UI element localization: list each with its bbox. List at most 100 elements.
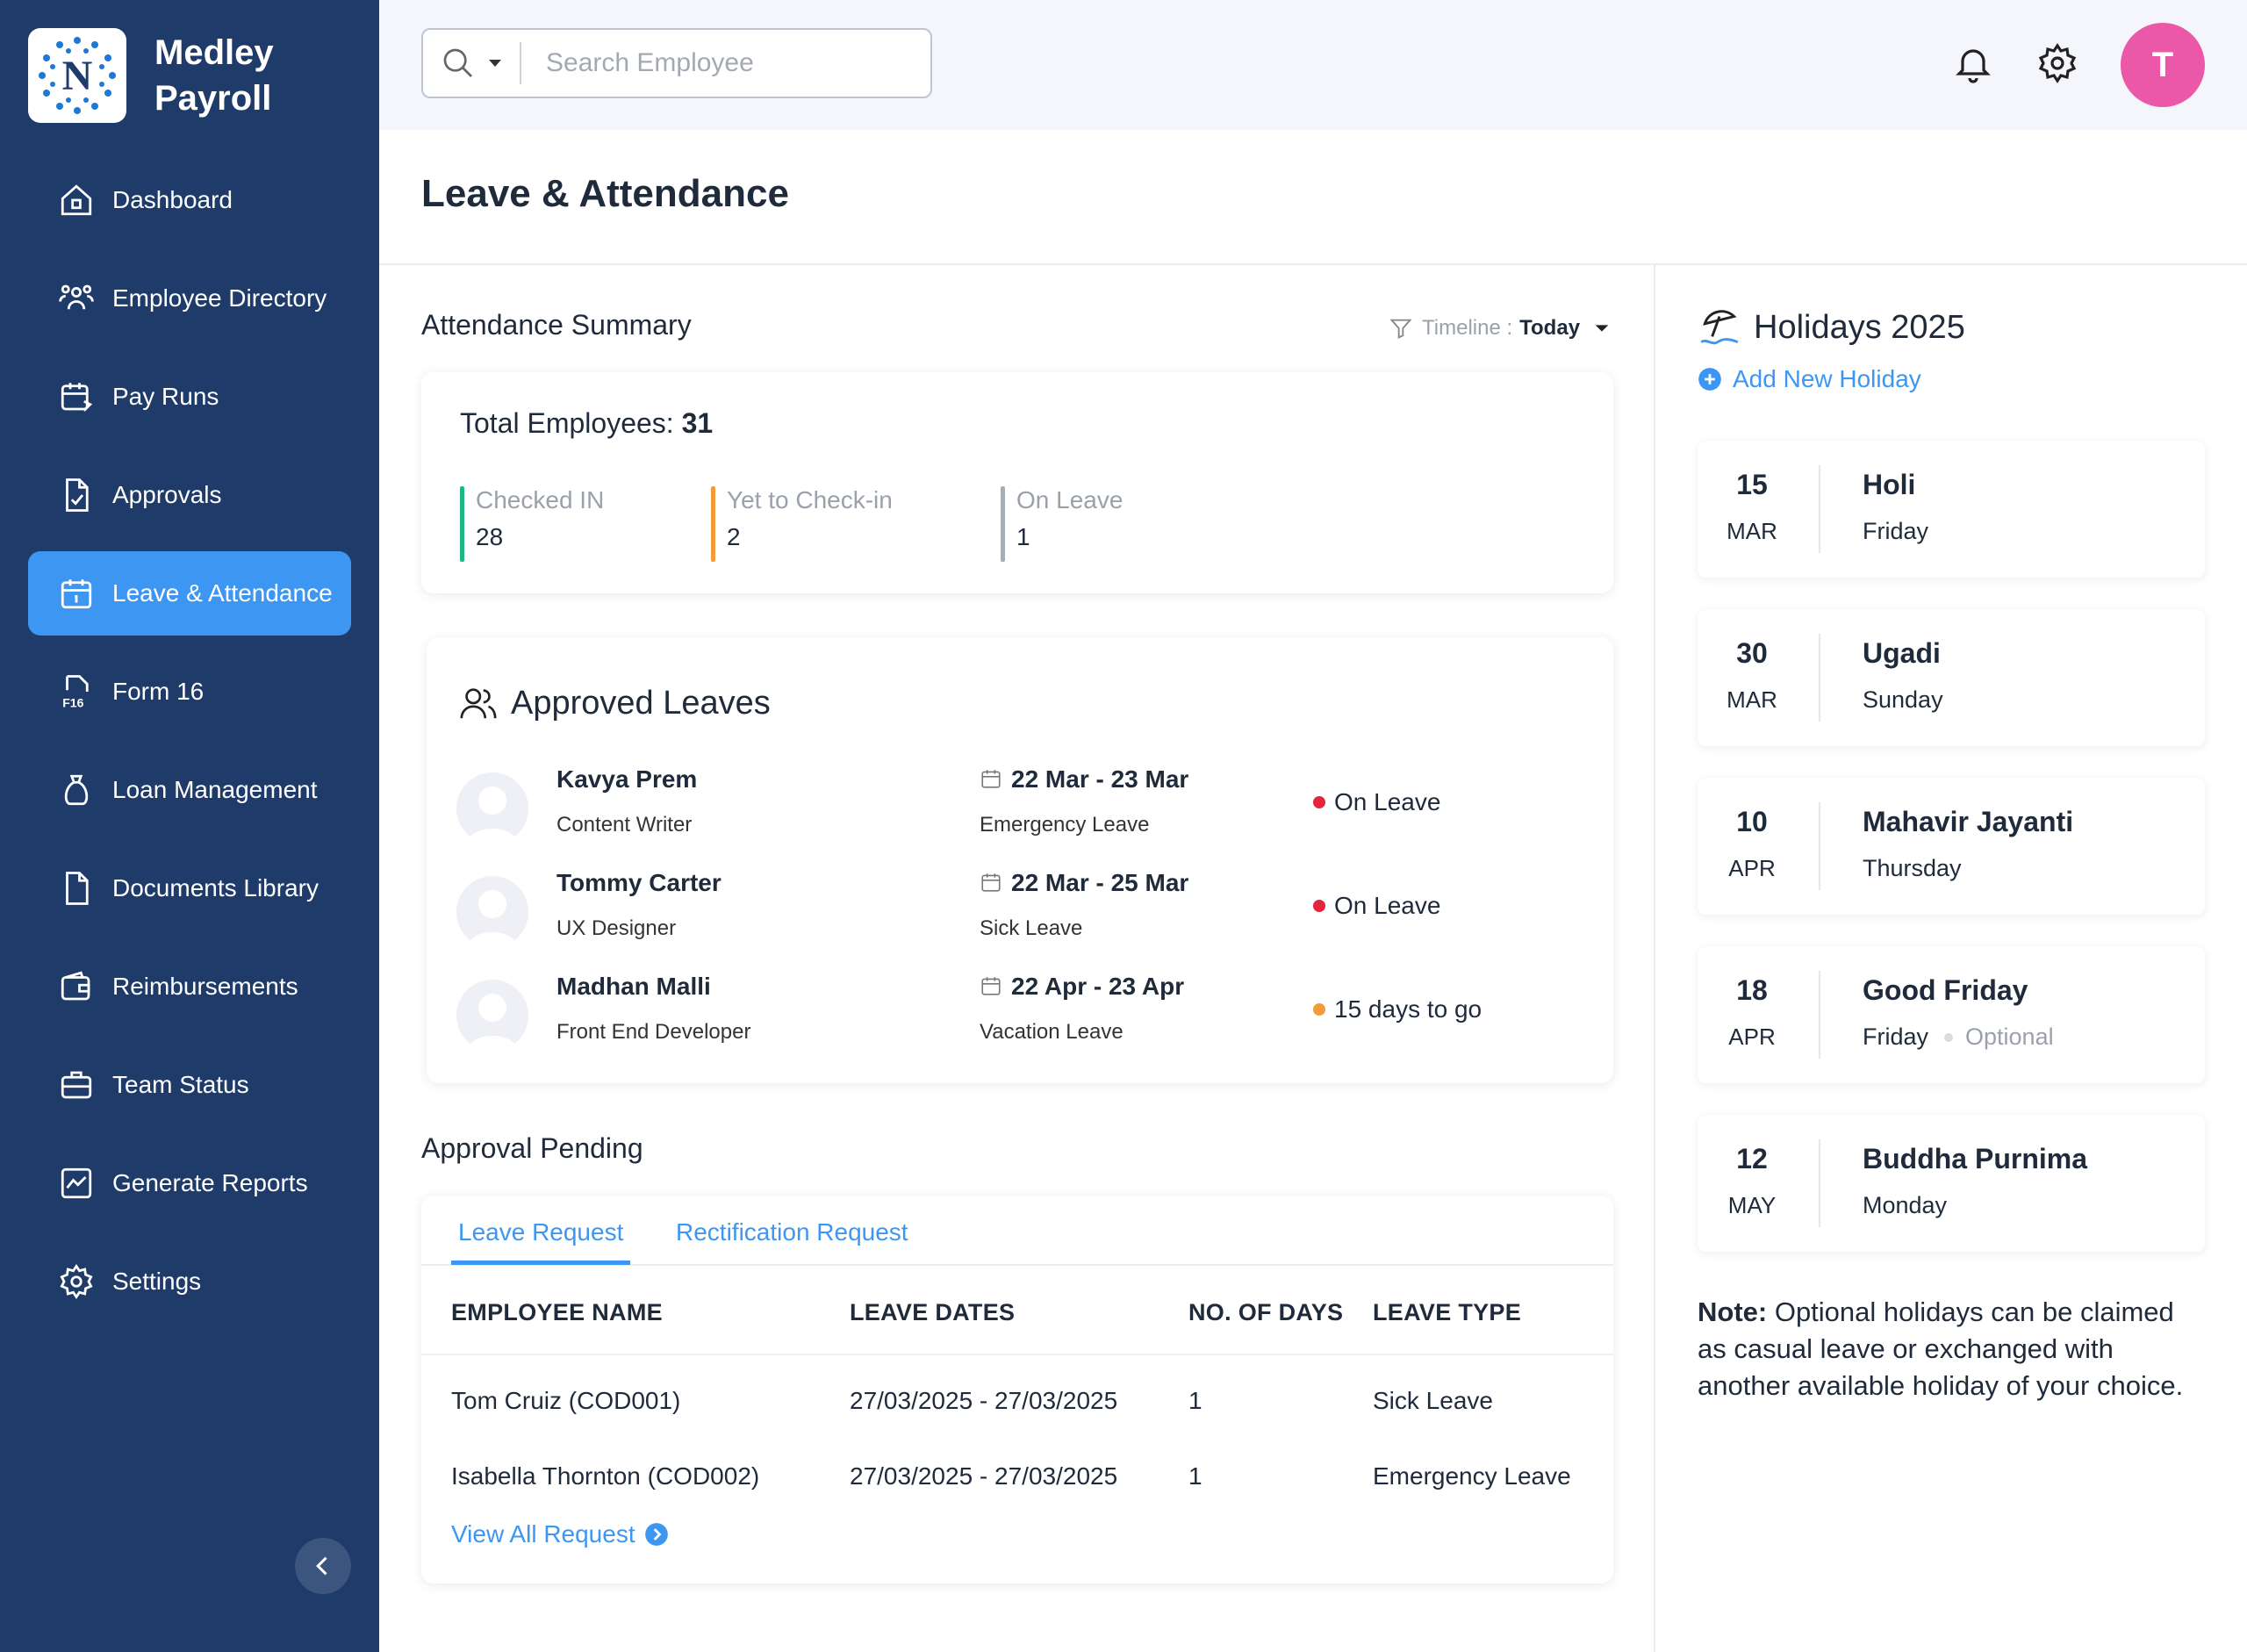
person-placeholder-icon bbox=[467, 890, 518, 948]
gear-icon[interactable] bbox=[2036, 42, 2078, 84]
avatar bbox=[456, 980, 528, 1052]
leave-type: Sick Leave bbox=[980, 916, 1083, 940]
divider bbox=[379, 263, 2247, 265]
nav-item-employee-directory[interactable]: Employee Directory bbox=[28, 256, 351, 341]
cell-leave-type: Sick Leave bbox=[1373, 1387, 1493, 1414]
plus-circle-icon bbox=[1698, 368, 1721, 391]
home-icon bbox=[61, 184, 92, 216]
stat-label: Checked IN bbox=[476, 486, 605, 514]
person-placeholder-icon bbox=[467, 994, 518, 1052]
add-new-holiday-label: Add New Holiday bbox=[1733, 365, 1921, 392]
sidebar: N Medley Payroll Dashboard Employee Dire… bbox=[0, 0, 379, 1652]
logo-icon: N bbox=[39, 37, 116, 114]
tab-leave-request[interactable]: Leave Request bbox=[458, 1218, 624, 1246]
tab-rectification-request[interactable]: Rectification Request bbox=[676, 1218, 908, 1246]
collapse-sidebar-button[interactable] bbox=[295, 1538, 351, 1594]
avatar bbox=[456, 876, 528, 948]
view-all-request-link[interactable]: View All Request bbox=[451, 1520, 669, 1548]
nav-item-settings[interactable]: Settings bbox=[28, 1239, 351, 1324]
holiday-weekday: Friday Optional bbox=[1863, 1024, 2054, 1051]
stat-checked-in: Checked IN 28 bbox=[460, 486, 604, 562]
nav-label: Team Status bbox=[112, 1071, 249, 1098]
nav-label: Employee Directory bbox=[112, 284, 327, 312]
nav-item-loan-management[interactable]: Loan Management bbox=[28, 748, 351, 832]
holiday-card[interactable]: 30 MAR Ugadi Sunday bbox=[1698, 609, 2205, 746]
tab-bar: Leave Request Rectification Request bbox=[421, 1196, 1613, 1266]
list-item[interactable]: Kavya Prem Content Writer 22 Mar - 23 Ma… bbox=[427, 762, 1619, 858]
holiday-day: 15 bbox=[1736, 469, 1768, 500]
caret-down-icon bbox=[1595, 325, 1609, 332]
search-input[interactable] bbox=[546, 48, 897, 78]
status-text: On Leave bbox=[1334, 788, 1441, 815]
holiday-day: 18 bbox=[1736, 974, 1768, 1006]
stat-bar bbox=[1001, 486, 1005, 562]
approval-pending-title: Approval Pending bbox=[421, 1132, 643, 1164]
calendar-icon bbox=[981, 770, 1001, 788]
bell-icon[interactable] bbox=[1952, 42, 1994, 84]
view-all-label: View All Request bbox=[451, 1520, 635, 1548]
nav-label: Form 16 bbox=[112, 678, 205, 705]
holiday-weekday: Thursday bbox=[1863, 855, 1962, 881]
status-dot bbox=[1313, 1003, 1325, 1016]
holiday-card[interactable]: 15 MAR Holi Friday bbox=[1698, 441, 2205, 578]
file-icon bbox=[66, 872, 89, 905]
chevron-left-icon bbox=[316, 1556, 327, 1576]
divider bbox=[1819, 802, 1820, 890]
total-employees-value: 31 bbox=[681, 407, 714, 439]
column-header: EMPLOYEE NAME bbox=[451, 1299, 663, 1325]
nav-item-leave-attendance[interactable]: Leave & Attendance bbox=[28, 551, 351, 636]
approval-pending-card: Leave Request Rectification Request EMPL… bbox=[421, 1196, 1613, 1584]
holiday-name: Mahavir Jayanti bbox=[1863, 806, 2074, 837]
nav-item-pay-runs[interactable]: Pay Runs bbox=[28, 355, 351, 439]
employee-role: UX Designer bbox=[556, 916, 677, 940]
stat-bar bbox=[460, 486, 464, 562]
stat-bar bbox=[711, 486, 715, 562]
employee-role: Front End Developer bbox=[556, 1020, 751, 1044]
list-item[interactable]: Tommy Carter UX Designer 22 Mar - 25 Mar… bbox=[427, 866, 1619, 962]
calendar-icon bbox=[981, 873, 1001, 892]
stat-value: 1 bbox=[1016, 523, 1030, 550]
list-item[interactable]: Madhan Malli Front End Developer 22 Apr … bbox=[427, 969, 1619, 1066]
caret-down-icon[interactable] bbox=[485, 53, 506, 74]
beach-umbrella-icon bbox=[1700, 310, 1739, 345]
search-box[interactable] bbox=[421, 28, 932, 98]
search-divider bbox=[520, 42, 521, 84]
holiday-month: MAR bbox=[1727, 518, 1777, 544]
holiday-card[interactable]: 18 APR Good Friday Friday Optional bbox=[1698, 946, 2205, 1083]
employee-name: Madhan Malli bbox=[556, 973, 711, 1000]
nav-item-form-16[interactable]: F16 Form 16 bbox=[28, 650, 351, 734]
approved-leaves-title: Approved Leaves bbox=[511, 685, 771, 722]
brand: N Medley Payroll bbox=[28, 28, 330, 123]
users-icon bbox=[460, 688, 497, 719]
money-bag-icon bbox=[64, 774, 89, 806]
holiday-month: APR bbox=[1728, 1024, 1776, 1050]
top-bar: T bbox=[379, 0, 2247, 130]
form16-icon: F16 bbox=[62, 675, 89, 710]
nav-item-generate-reports[interactable]: Generate Reports bbox=[28, 1141, 351, 1225]
timeline-filter[interactable]: Timeline : Today bbox=[1389, 316, 1612, 341]
holiday-weekday: Friday bbox=[1863, 518, 1929, 544]
holiday-card[interactable]: 10 APR Mahavir Jayanti Thursday bbox=[1698, 778, 2205, 915]
calendar-icon bbox=[981, 977, 1001, 995]
cell-employee-name: Tom Cruiz (COD001) bbox=[451, 1387, 681, 1414]
search-icon bbox=[443, 48, 472, 77]
cell-leave-dates: 27/03/2025 - 27/03/2025 bbox=[850, 1462, 1118, 1490]
leave-status: On Leave bbox=[1313, 788, 1440, 816]
nav-item-team-status[interactable]: Team Status bbox=[28, 1043, 351, 1127]
divider bbox=[1819, 1139, 1820, 1227]
add-new-holiday-button[interactable]: Add New Holiday bbox=[1698, 365, 1921, 393]
divider bbox=[1819, 465, 1820, 553]
filter-icon bbox=[1389, 319, 1412, 340]
nav-item-documents-library[interactable]: Documents Library bbox=[28, 846, 351, 930]
logo: N bbox=[28, 28, 126, 123]
stat-label: Yet to Check-in bbox=[727, 486, 893, 514]
chevron-right-circle-icon bbox=[644, 1523, 668, 1546]
nav-item-dashboard[interactable]: Dashboard bbox=[28, 158, 351, 242]
nav-item-reimbursements[interactable]: Reimbursements bbox=[28, 945, 351, 1029]
user-avatar[interactable]: T bbox=[2121, 23, 2205, 107]
holiday-name: Buddha Purnima bbox=[1863, 1143, 2088, 1174]
svg-text:F16: F16 bbox=[62, 696, 83, 710]
nav-item-approvals[interactable]: Approvals bbox=[28, 453, 351, 537]
cell-days: 1 bbox=[1188, 1387, 1202, 1414]
holiday-card[interactable]: 12 MAY Buddha Purnima Monday bbox=[1698, 1115, 2205, 1252]
